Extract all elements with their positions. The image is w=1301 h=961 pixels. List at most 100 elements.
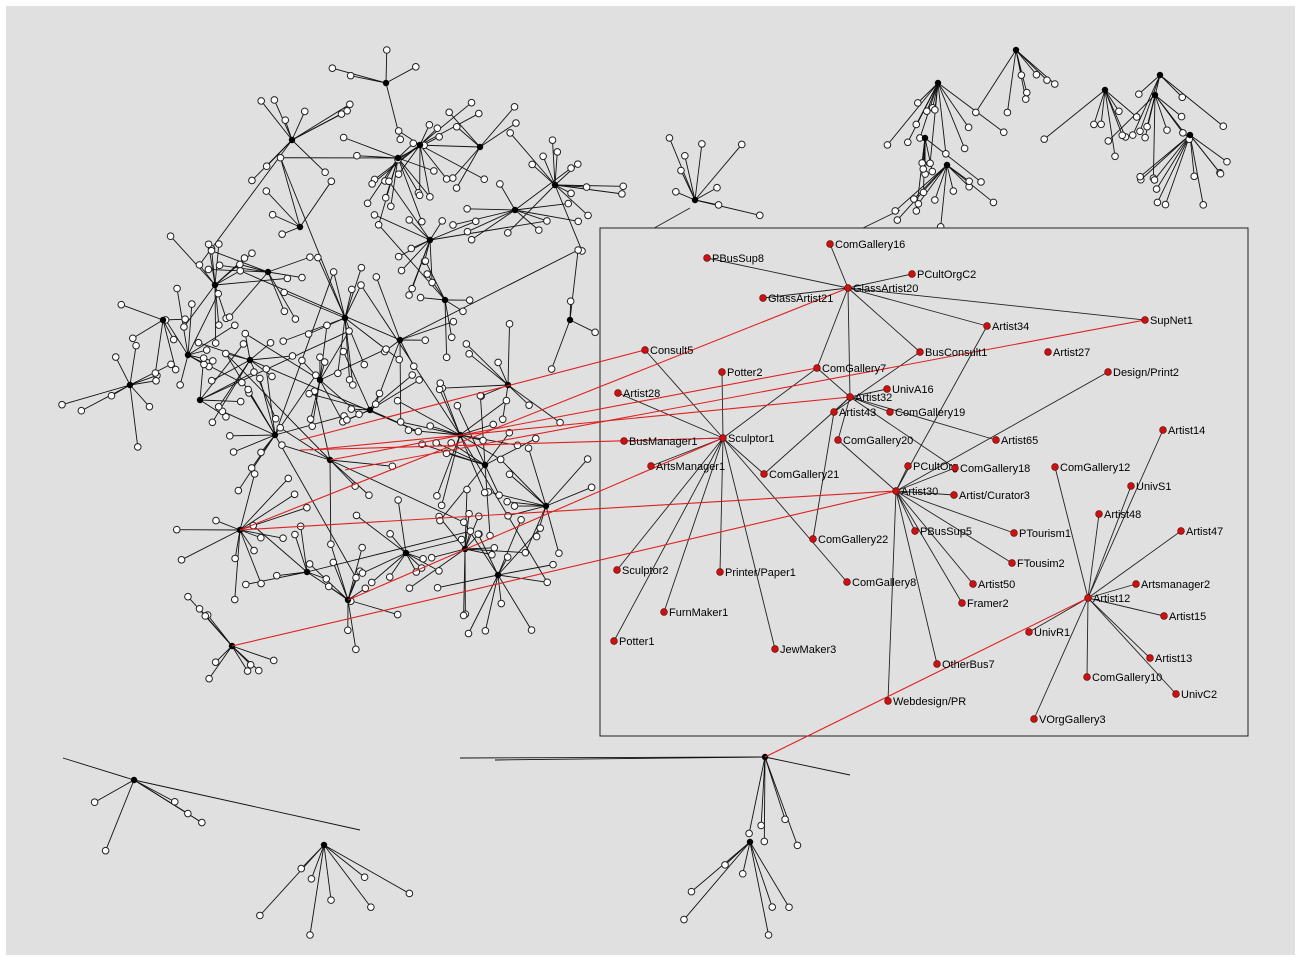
zoom-node [1025, 628, 1033, 636]
network-node [452, 184, 461, 192]
network-node [305, 389, 313, 398]
network-node [479, 436, 487, 445]
network-edge [330, 544, 349, 601]
network-node [531, 434, 540, 443]
network-hub-node [511, 206, 519, 214]
zoom-node [719, 434, 727, 442]
network-edge [231, 645, 248, 672]
zoom-node [1177, 527, 1185, 535]
network-node [394, 127, 403, 135]
network-edge [347, 577, 357, 601]
zoom-edge [837, 439, 897, 492]
network-edge [507, 323, 510, 386]
network-edge [239, 493, 295, 531]
network-edge [1159, 74, 1183, 98]
network-hub-node [264, 268, 272, 276]
network-node [445, 108, 453, 117]
network-node [212, 516, 220, 525]
network-node [238, 378, 246, 387]
network-node [343, 416, 351, 424]
network-node [397, 266, 406, 275]
network-node [949, 187, 958, 195]
network-edge [397, 400, 461, 436]
network-hub-node [426, 236, 434, 244]
network-node [367, 578, 376, 587]
network-node [480, 488, 489, 497]
network-node [276, 153, 285, 162]
network-node [421, 336, 430, 345]
network-edge [239, 478, 289, 531]
network-edge [934, 164, 948, 201]
network-node [171, 365, 180, 374]
network-edge [249, 355, 293, 361]
network-edge [319, 348, 387, 381]
network-edge [329, 459, 465, 523]
network-node [428, 278, 436, 287]
highlight-edge [231, 490, 897, 647]
network-hub-node [303, 568, 311, 576]
highlight-edge [239, 490, 897, 531]
network-edge [419, 102, 472, 146]
node-label: ComGallery12 [1060, 462, 1130, 474]
network-edge [439, 464, 486, 521]
zoom-node [1172, 690, 1180, 698]
zoom-node [1160, 612, 1168, 620]
zoom-edge [847, 287, 851, 398]
network-node [757, 821, 765, 830]
network-node [198, 818, 206, 827]
node-label: Artist13 [1155, 653, 1192, 665]
network-node [418, 217, 426, 226]
network-node [960, 144, 969, 153]
zoom-node [813, 364, 821, 372]
network-node [459, 611, 468, 620]
network-edge [329, 459, 370, 496]
network-edge [249, 359, 273, 377]
network-node [279, 534, 287, 542]
network-node [566, 297, 575, 306]
zoom-edge [721, 371, 724, 439]
highlight-edge [239, 287, 849, 531]
zoom-edge [1087, 597, 1165, 617]
zoom-edge [849, 396, 997, 441]
network-node [687, 887, 696, 896]
network-node [1163, 126, 1171, 134]
network-node [339, 347, 348, 356]
network-edge [266, 190, 301, 228]
network-edge [1015, 49, 1037, 75]
zoom-node [647, 462, 655, 470]
highlight-edges [231, 287, 1146, 758]
node-label: PBusSup8 [712, 253, 764, 265]
network-node [225, 432, 234, 440]
network-node [207, 376, 216, 385]
zoom-node [1051, 463, 1059, 471]
network-node [467, 235, 476, 244]
zoom-edge [816, 367, 851, 398]
network-hub-node [211, 281, 219, 289]
network-node [919, 165, 928, 173]
network-edge [467, 208, 516, 211]
network-edge [452, 209, 516, 226]
network-node [489, 420, 498, 429]
network-node [448, 174, 457, 182]
network-node [524, 444, 533, 452]
network-node [438, 217, 446, 225]
network-node [270, 96, 279, 104]
network-edge [1132, 74, 1161, 136]
network-edge [294, 534, 308, 573]
network-hub-node [416, 141, 424, 149]
network-hub-node [341, 314, 349, 322]
network-node [574, 246, 582, 254]
node-label: Webdesign/PR [893, 696, 966, 708]
network-edge [259, 844, 325, 916]
network-edge [323, 844, 372, 908]
network-edge [1100, 89, 1106, 125]
network-node [510, 502, 519, 510]
network-node [194, 338, 203, 347]
network-node [195, 604, 204, 613]
network-node [244, 385, 252, 394]
network-edge [497, 362, 509, 386]
network-node [334, 369, 342, 378]
network-node [329, 268, 338, 276]
node-label: Artist50 [978, 579, 1015, 591]
network-node [912, 120, 921, 129]
